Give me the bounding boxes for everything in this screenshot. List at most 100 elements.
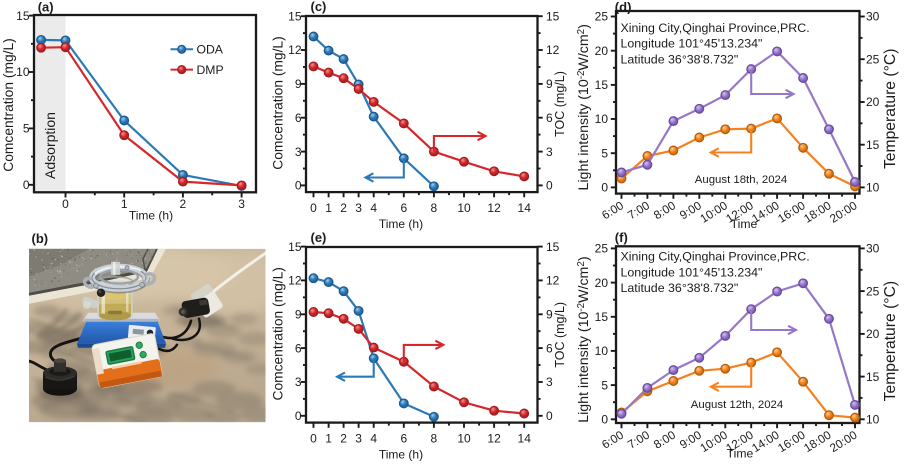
svg-text:Longitude 101°45'13.234": Longitude 101°45'13.234" [621, 265, 763, 279]
svg-text:0: 0 [23, 178, 30, 192]
svg-text:3: 3 [355, 432, 362, 446]
svg-text:Adsorption: Adsorption [42, 112, 58, 179]
svg-text:3: 3 [546, 375, 553, 389]
svg-text:5: 5 [601, 146, 608, 160]
svg-text:5: 5 [23, 122, 30, 136]
svg-text:Comcentration (mg/L): Comcentration (mg/L) [1, 38, 16, 171]
svg-text:3: 3 [295, 145, 302, 159]
svg-text:6: 6 [400, 201, 407, 215]
svg-text:20: 20 [595, 276, 609, 290]
svg-text:15: 15 [866, 138, 880, 152]
svg-text:5: 5 [601, 378, 608, 392]
svg-text:15: 15 [288, 9, 302, 23]
svg-text:Time (h): Time (h) [129, 209, 173, 223]
svg-text:12: 12 [288, 274, 302, 288]
svg-text:6: 6 [400, 432, 407, 446]
svg-text:2: 2 [180, 197, 187, 211]
svg-text:(b): (b) [32, 231, 49, 246]
svg-text:9: 9 [546, 308, 553, 322]
svg-text:0: 0 [310, 432, 317, 446]
svg-text:ODA: ODA [197, 43, 224, 57]
svg-text:3: 3 [546, 145, 553, 159]
svg-text:15: 15 [546, 9, 560, 23]
svg-text:(a): (a) [38, 0, 54, 15]
svg-text:0: 0 [295, 409, 302, 423]
svg-text:Longitude 101°45'13.234": Longitude 101°45'13.234" [621, 37, 763, 51]
svg-text:12: 12 [546, 43, 560, 57]
svg-text:12: 12 [487, 201, 501, 215]
svg-text:15: 15 [595, 310, 609, 324]
svg-text:6: 6 [295, 111, 302, 125]
svg-text:20: 20 [866, 327, 880, 341]
svg-text:10: 10 [866, 181, 880, 195]
svg-text:20: 20 [595, 44, 609, 58]
svg-text:15: 15 [16, 9, 30, 23]
svg-text:2: 2 [340, 432, 347, 446]
svg-text:10: 10 [457, 432, 471, 446]
svg-text:Time: Time [727, 447, 754, 461]
svg-text:30: 30 [866, 10, 880, 24]
svg-text:10: 10 [16, 65, 30, 79]
svg-text:Temperature (°C): Temperature (°C) [882, 281, 899, 401]
svg-text:TOC (mg/L): TOC (mg/L) [553, 302, 567, 368]
svg-text:15: 15 [546, 240, 560, 254]
svg-text:(c): (c) [311, 0, 327, 14]
svg-text:25: 25 [595, 242, 609, 256]
svg-text:30: 30 [866, 242, 880, 256]
svg-text:Latitude 36°38'8.732": Latitude 36°38'8.732" [621, 281, 739, 295]
svg-text:Temperature (°C): Temperature (°C) [882, 49, 899, 169]
svg-text:0: 0 [310, 201, 317, 215]
svg-text:Light intensity (10-2W/cm2): Light intensity (10-2W/cm2) [576, 256, 592, 422]
svg-text:15: 15 [866, 370, 880, 384]
svg-text:0: 0 [295, 179, 302, 193]
svg-text:25: 25 [866, 284, 880, 298]
svg-text:TOC (mg/L): TOC (mg/L) [553, 71, 567, 137]
svg-text:1: 1 [121, 197, 128, 211]
svg-text:0: 0 [62, 197, 69, 211]
svg-text:Xining City,Qinghai Province,P: Xining City,Qinghai Province,PRC. [621, 250, 810, 264]
svg-text:10: 10 [595, 344, 609, 358]
svg-text:6: 6 [546, 111, 553, 125]
svg-text:12: 12 [546, 274, 560, 288]
svg-text:0: 0 [601, 181, 608, 195]
svg-text:6: 6 [295, 341, 302, 355]
svg-text:8: 8 [431, 201, 438, 215]
svg-text:9: 9 [295, 77, 302, 91]
svg-text:9: 9 [546, 77, 553, 91]
svg-text:2: 2 [340, 201, 347, 215]
svg-text:August 18th, 2024: August 18th, 2024 [695, 174, 787, 186]
svg-text:14: 14 [518, 432, 532, 446]
svg-text:10: 10 [457, 201, 471, 215]
svg-text:10: 10 [595, 112, 609, 126]
svg-text:Time (h): Time (h) [379, 448, 423, 462]
svg-text:Comcentration (mg/L): Comcentration (mg/L) [271, 36, 286, 169]
svg-text:Xining City,Qinghai Province,P: Xining City,Qinghai Province,PRC. [621, 21, 810, 35]
svg-text:15: 15 [288, 240, 302, 254]
svg-text:0: 0 [601, 413, 608, 427]
svg-text:0: 0 [546, 179, 553, 193]
svg-text:Comcentration (mg/L): Comcentration (mg/L) [271, 267, 286, 400]
svg-text:(f): (f) [615, 230, 628, 245]
svg-text:4: 4 [370, 432, 377, 446]
svg-text:25: 25 [866, 52, 880, 66]
svg-text:14: 14 [518, 201, 532, 215]
svg-text:DMP: DMP [197, 63, 224, 77]
svg-text:1: 1 [325, 201, 332, 215]
svg-text:0: 0 [546, 409, 553, 423]
svg-text:8: 8 [431, 432, 438, 446]
svg-text:9: 9 [295, 308, 302, 322]
svg-text:3: 3 [295, 375, 302, 389]
svg-text:Light intensity (10-2W/cm2): Light intensity (10-2W/cm2) [576, 24, 592, 190]
svg-text:3: 3 [238, 197, 245, 211]
svg-text:20: 20 [866, 95, 880, 109]
svg-text:10: 10 [866, 413, 880, 427]
svg-text:1: 1 [325, 432, 332, 446]
svg-text:Time (h): Time (h) [379, 217, 423, 231]
svg-text:Time: Time [731, 217, 758, 231]
svg-text:25: 25 [595, 10, 609, 24]
svg-text:(e): (e) [311, 230, 327, 245]
svg-text:3: 3 [355, 201, 362, 215]
svg-text:12: 12 [487, 432, 501, 446]
svg-text:August 12th, 2024: August 12th, 2024 [691, 399, 783, 411]
svg-text:Latitude 36°38'8.732": Latitude 36°38'8.732" [621, 52, 739, 66]
